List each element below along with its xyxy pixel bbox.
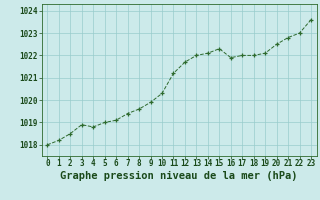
X-axis label: Graphe pression niveau de la mer (hPa): Graphe pression niveau de la mer (hPa) xyxy=(60,171,298,181)
